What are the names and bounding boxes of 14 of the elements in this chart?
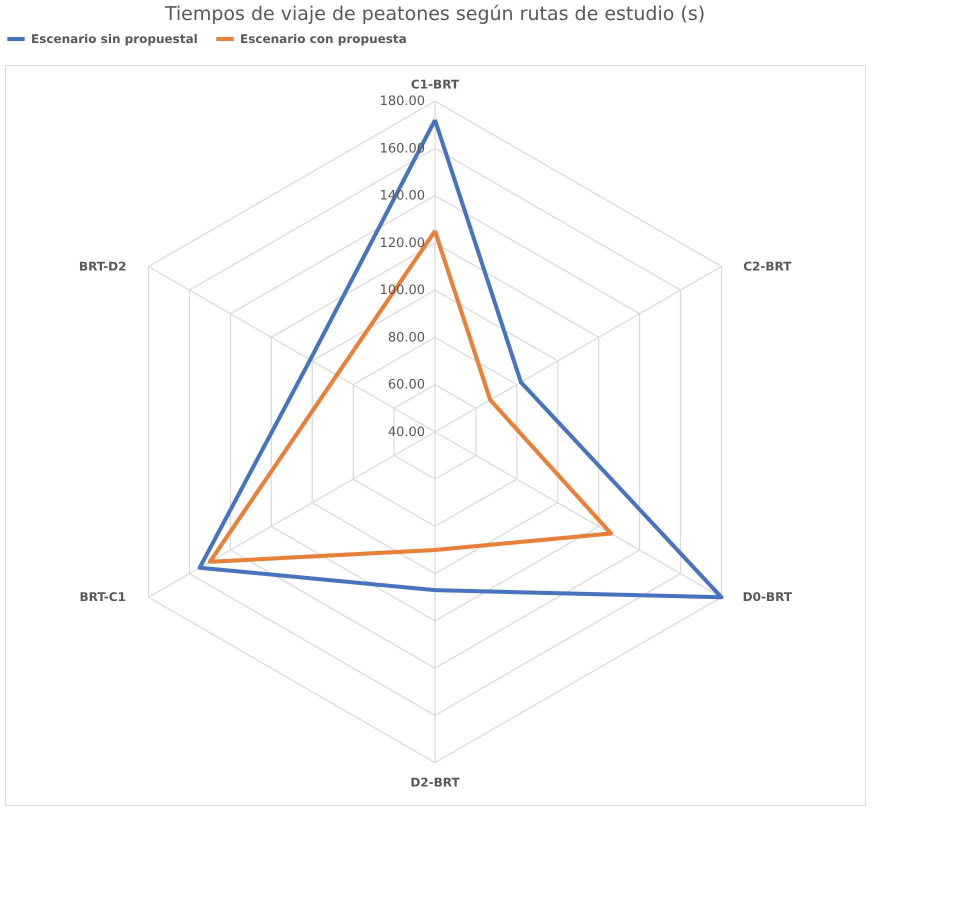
y-tick-label: 60.00	[388, 378, 426, 393]
spoke-label: BRT-C1	[80, 590, 126, 604]
y-tick-label: 120.00	[380, 236, 426, 251]
legend-label: Escenario con propuesta	[240, 32, 407, 46]
spoke-label: D0-BRT	[742, 590, 793, 604]
spoke-label: D2-BRT	[410, 775, 460, 790]
y-tick-label: 180.00	[380, 94, 426, 110]
chart-title: Tiempos de viaje de peatones según rutas de estudio (s)	[164, 3, 706, 25]
spoke-label: BRT-D2	[78, 259, 126, 274]
spoke-label: C1-BRT	[410, 78, 460, 92]
y-tick-label: 40.00	[388, 424, 426, 440]
legend-label: Escenario sin propuestal	[31, 32, 198, 46]
spoke-label: C2-BRT	[743, 259, 792, 274]
y-tick-label: 80.00	[388, 330, 426, 346]
